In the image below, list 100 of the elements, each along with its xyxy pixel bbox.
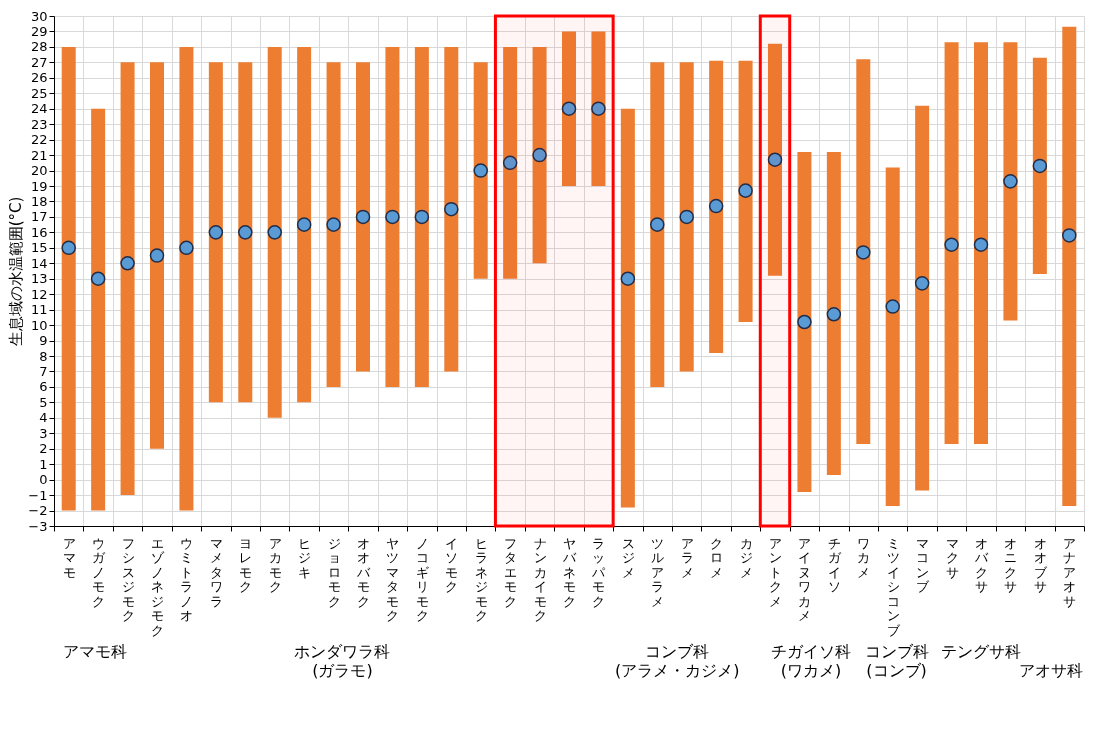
y-tick-label: 23: [30, 116, 48, 132]
x-tick-label: カジメ: [739, 535, 753, 580]
bar: [856, 59, 871, 445]
point: [856, 245, 871, 260]
x-tick-label: ヒジキ: [298, 535, 312, 580]
x-tick-label: フシスジモク: [121, 535, 135, 623]
y-tick-label: 10: [30, 317, 48, 333]
y-tick-label: 2: [39, 441, 48, 457]
point: [208, 225, 224, 240]
point: [267, 225, 282, 240]
point: [179, 240, 194, 256]
y-tick-label: 25: [30, 85, 48, 101]
point: [1003, 174, 1018, 189]
bar: [326, 62, 341, 387]
x-tick-label: アマモ: [62, 535, 76, 580]
bar: [826, 152, 841, 475]
x-tick-label: イソモク: [445, 535, 459, 594]
point: [444, 201, 459, 217]
y-tick-label: 18: [30, 193, 48, 209]
bar: [915, 105, 930, 491]
point: [355, 209, 371, 225]
bar: [503, 46, 518, 279]
point: [149, 248, 165, 263]
y-tick-label: 3: [39, 425, 48, 441]
x-tick-label: アイヌワカメ: [798, 535, 812, 623]
y-tick-label: 6: [39, 379, 48, 395]
x-tick-label: オオブサ: [1033, 535, 1048, 594]
x-tick-label: オニクサ: [1004, 535, 1018, 594]
point: [502, 155, 518, 171]
y-tick-label: −3: [28, 518, 48, 534]
bar: [91, 108, 106, 511]
bar: [738, 60, 753, 322]
y-tick-label: 20: [30, 163, 48, 179]
x-tick-label: ノコギリモク: [415, 535, 429, 623]
point: [679, 209, 694, 225]
bar: [679, 62, 694, 372]
point: [914, 276, 930, 291]
x-tick-label: ラッパモク: [591, 535, 607, 609]
bar: [709, 60, 724, 353]
point: [1032, 158, 1048, 174]
bar: [974, 42, 988, 445]
point: [238, 225, 253, 240]
x-tick-label: スジメ: [621, 535, 635, 580]
bar: [532, 46, 547, 264]
bar: [267, 46, 282, 418]
bar: [356, 62, 370, 372]
point: [296, 217, 312, 232]
x-tick-label: マコンブ: [916, 535, 931, 594]
text: コンブ科 (アラメ・カジメ): [614, 642, 740, 680]
point: [797, 314, 812, 330]
y-tick-label: −1: [28, 487, 48, 503]
bar: [650, 62, 665, 387]
bar: [591, 31, 606, 186]
y-tick-label: 21: [30, 147, 48, 163]
x-tick-label: クロメ: [710, 535, 724, 580]
point: [1062, 228, 1077, 243]
bar: [885, 167, 900, 506]
bar: [444, 46, 459, 372]
bar: [61, 46, 76, 511]
y-tick-label: 22: [30, 132, 48, 148]
point: [90, 271, 106, 286]
point: [591, 101, 606, 116]
bar: [208, 62, 223, 403]
x-tick-label: ジョロモク: [327, 535, 341, 609]
point: [414, 209, 430, 225]
point: [708, 198, 724, 214]
point: [532, 147, 547, 163]
bar: [768, 43, 782, 276]
y-tick-label: −2: [28, 503, 48, 519]
y-tick-label: 16: [30, 224, 48, 240]
text: ホンダワラ科 (ガラモ): [294, 642, 391, 680]
bar: [238, 62, 253, 403]
bar: [562, 31, 576, 186]
x-tick-label: ヤバネモク: [562, 535, 577, 609]
bar: [297, 46, 312, 403]
x-tick-label: アカモク: [268, 535, 282, 594]
point: [738, 183, 753, 198]
x-tick-label: マメタワラ: [209, 535, 223, 609]
point: [826, 307, 842, 322]
bar: [620, 108, 635, 508]
x-tick-label: ナンカイモク: [533, 535, 547, 623]
bar: [1062, 26, 1077, 506]
x-tick-label: ヤツマタモク: [386, 535, 400, 623]
y-tick-label: 26: [30, 70, 48, 86]
text: チガイソ科 (ワカメ): [771, 642, 852, 680]
y-tick-label: 4: [39, 410, 48, 426]
x-tick-label: エゾノネジモク: [151, 535, 165, 638]
point: [120, 256, 135, 271]
y-tick-label: 14: [30, 255, 48, 271]
point: [620, 271, 636, 286]
y-tick-label: 12: [30, 286, 48, 302]
bar: [385, 46, 400, 387]
bar: [150, 62, 164, 449]
point: [473, 163, 488, 178]
x-tick-label: ヒラネジモク: [474, 535, 488, 623]
x-tick-label: アントクメ: [769, 535, 782, 609]
text: コンブ科 (コンブ): [864, 642, 929, 680]
y-tick-label: 0: [39, 472, 48, 488]
x-tick-label: ウガノモク: [92, 535, 107, 609]
point: [385, 209, 400, 225]
